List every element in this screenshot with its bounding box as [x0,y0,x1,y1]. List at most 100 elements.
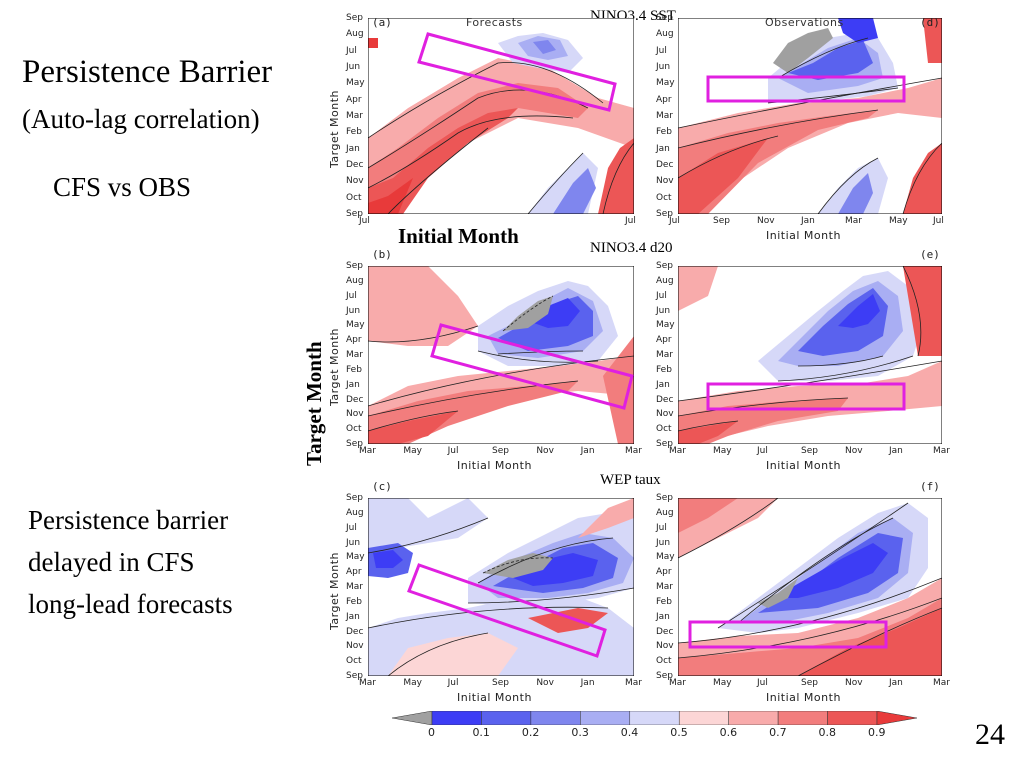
colorbar-swatch-10 [876,710,918,726]
colorbar-label-0: 0 [428,726,435,739]
section-title-taux: WEP taux [596,472,665,489]
panel-a-tag: (a) [372,16,392,29]
y-tick-e-12: Sep [656,439,673,449]
y-tick-f-0: Sep [656,493,673,503]
y-tick-d-0: Sep [656,13,673,23]
y-tick-e-10: Nov [656,409,674,420]
y-tick-c-1: Aug [346,507,364,518]
y-tick-b-4: May [346,320,365,331]
y-tick-c-10: Nov [346,641,364,652]
x-tick-f-1: May [713,678,732,688]
x-tick-e-3: Sep [801,446,818,456]
x-tick-c-5: Jan [580,678,595,688]
y-tick-b-9: Dec [346,394,364,405]
y-tick-b-11: Oct [346,424,362,435]
panel-f-plot [678,498,942,676]
panel-f-xlabel: Initial Month [766,691,841,704]
x-tick-d-5: May [889,216,908,226]
x-tick-e-4: Nov [845,446,863,456]
x-tick-b-4: Nov [536,446,554,456]
x-tick-c-0: Mar [359,678,376,688]
y-tick-d-12: Sep [656,209,673,219]
x-tick-f-0: Mar [669,678,686,688]
y-tick-e-2: Jul [656,290,667,301]
x-tick-b-2: Jul [447,446,459,456]
x-tick-d-4: Mar [845,216,862,226]
panel-c-plot [368,498,634,676]
y-tick-a-5: Apr [346,94,362,105]
slide-subtitle: (Auto-lag correlation) [22,104,260,134]
panel-a [368,18,634,214]
x-tick-f-4: Nov [845,678,863,688]
panel-c [368,498,634,676]
y-tick-c-3: Jun [346,537,361,548]
y-tick-b-2: Jul [346,290,357,301]
panel-b-plot [368,266,634,444]
page-number: 24 [975,718,1005,751]
panel-d-title: Observations [765,16,844,29]
initial-month-label: Initial Month [396,224,521,249]
colorbar-label-2: 0.2 [521,726,540,739]
panel-e-xlabel: Initial Month [766,459,841,472]
panel-c-xlabel: Initial Month [457,691,532,704]
x-tick-f-6: Mar [933,678,950,688]
panel-d-plot [678,18,942,214]
panel-e [678,266,942,444]
y-tick-c-7: Feb [346,596,362,607]
panel-b-xlabel: Initial Month [457,459,532,472]
note-line-1: Persistence barrier [28,505,229,535]
x-tick-e-5: Jan [889,446,903,456]
x-tick-b-5: Jan [580,446,595,456]
y-tick-a-12: Sep [346,209,363,219]
y-tick-c-12: Sep [346,671,363,681]
y-tick-a-10: Nov [346,176,364,187]
panel-a-ylabel: Target Month [328,89,341,168]
y-tick-a-1: Aug [346,29,364,40]
panel-c-tag: (c) [372,480,392,493]
panel-e-plot [678,266,942,444]
x-tick-f-3: Sep [801,678,818,688]
y-tick-f-2: Jul [656,522,667,533]
y-tick-a-4: May [346,78,365,89]
colorbar-swatch-5 [629,710,680,726]
y-tick-f-4: May [656,552,675,563]
colorbar-label-3: 0.3 [571,726,589,739]
y-tick-c-5: Apr [346,567,362,578]
colorbar-swatch-4 [580,710,631,726]
y-tick-d-8: Jan [656,143,670,154]
panel-d [678,18,942,214]
y-tick-d-11: Oct [656,192,672,203]
y-tick-b-3: Jun [346,305,361,316]
y-tick-d-9: Dec [656,160,674,170]
y-tick-a-2: Jul [346,45,357,56]
y-tick-d-7: Feb [656,127,672,138]
x-tick-e-0: Mar [669,446,686,456]
y-tick-a-6: Mar [346,111,363,121]
x-tick-f-5: Jan [889,678,903,688]
x-tick-d-6: Jul [933,216,944,226]
y-tick-a-0: Sep [346,13,363,23]
y-tick-f-1: Aug [656,507,674,518]
y-tick-e-7: Feb [656,364,672,375]
y-tick-e-11: Oct [656,424,672,435]
note-line-2: delayed in CFS [28,547,195,577]
colorbar-label-7: 0.7 [769,726,787,739]
y-tick-b-5: Apr [346,335,362,346]
panel-f [678,498,942,676]
y-tick-b-0: Sep [346,261,363,271]
x-tick-c-2: Jul [447,678,459,688]
x-tick-b-1: May [403,446,422,456]
x-tick-c-3: Sep [492,678,509,688]
colorbar-swatch-7 [728,710,779,726]
y-tick-e-5: Apr [656,335,672,346]
target-month-label: Target Month [302,341,326,466]
section-title-d20: NINO3.4 d20 [586,240,677,257]
x-tick-b-0: Mar [359,446,376,456]
y-tick-c-9: Dec [346,626,364,637]
y-tick-a-7: Feb [346,127,362,138]
y-tick-d-3: Jun [656,62,671,72]
y-tick-f-8: Jan [656,611,670,622]
panel-f-tag: (f) [920,480,940,493]
y-tick-f-10: Nov [656,641,674,652]
x-tick-e-6: Mar [933,446,950,456]
